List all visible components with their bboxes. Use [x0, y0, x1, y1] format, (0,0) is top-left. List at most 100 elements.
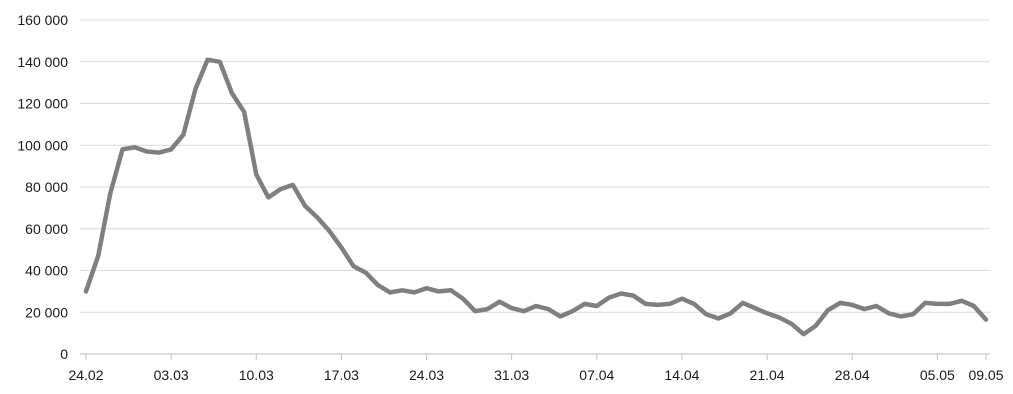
data-point: [900, 316, 901, 317]
data-point: [183, 134, 184, 135]
data-point: [803, 334, 804, 335]
y-tick-label: 60 000: [25, 221, 68, 237]
data-point: [171, 149, 172, 150]
data-point: [706, 314, 707, 315]
x-tick-label: 24.03: [409, 367, 444, 383]
data-point: [159, 152, 160, 153]
data-point: [888, 313, 889, 314]
data-point: [657, 304, 658, 305]
data-point: [767, 313, 768, 314]
data-point: [304, 205, 305, 206]
data-point: [913, 314, 914, 315]
data-point: [219, 61, 220, 62]
data-point: [864, 309, 865, 310]
data-point: [511, 308, 512, 309]
data-point: [86, 291, 87, 292]
data-point: [402, 290, 403, 291]
x-tick-label: 17.03: [324, 367, 359, 383]
data-point: [669, 303, 670, 304]
data-point: [122, 149, 123, 150]
data-point: [268, 197, 269, 198]
data-point: [475, 311, 476, 312]
x-tick-label: 10.03: [239, 367, 274, 383]
data-point: [572, 311, 573, 312]
data-point: [536, 306, 537, 307]
gridlines: [80, 19, 990, 313]
data-point: [98, 255, 99, 256]
data-point: [110, 193, 111, 194]
data-point: [925, 302, 926, 303]
x-tick-label: 07.04: [579, 367, 614, 383]
data-point: [852, 304, 853, 305]
data-point: [463, 298, 464, 299]
data-point: [134, 147, 135, 148]
data-point: [949, 303, 950, 304]
data-point: [280, 189, 281, 190]
y-tick-label: 160 000: [17, 12, 68, 28]
x-tick-label: 28.04: [835, 367, 870, 383]
data-point: [937, 303, 938, 304]
data-point: [487, 309, 488, 310]
data-point: [973, 306, 974, 307]
data-point: [499, 301, 500, 302]
series-line: [83, 57, 989, 337]
x-tick-label: 21.04: [750, 367, 785, 383]
y-tick-label: 120 000: [17, 96, 68, 112]
y-axis-tick-labels: 0 20 000 40 000 60 000 80 000 100 000 120 000 1…: [17, 12, 68, 362]
data-point: [146, 151, 147, 152]
data-point: [231, 93, 232, 94]
x-tick-label: 24.02: [68, 367, 103, 383]
data-point: [195, 88, 196, 89]
y-tick-label: 40 000: [25, 263, 68, 279]
data-point: [341, 247, 342, 248]
data-point: [840, 302, 841, 303]
data-point: [377, 285, 378, 286]
data-point: [718, 318, 719, 319]
data-point: [450, 290, 451, 291]
series-layer: [83, 57, 989, 337]
data-point: [815, 325, 816, 326]
data-point: [244, 111, 245, 112]
data-point: [779, 317, 780, 318]
x-tick-label: 05.05: [920, 367, 955, 383]
data-point: [292, 184, 293, 185]
y-tick-label: 140 000: [17, 54, 68, 70]
data-point: [426, 288, 427, 289]
data-point: [694, 303, 695, 304]
x-axis: [80, 353, 990, 360]
data-point: [207, 59, 208, 60]
y-tick-label: 0: [60, 346, 68, 362]
data-point: [548, 309, 549, 310]
data-point: [621, 293, 622, 294]
data-point: [754, 308, 755, 309]
y-tick-label: 80 000: [25, 179, 68, 195]
data-point: [609, 297, 610, 298]
data-point: [584, 303, 585, 304]
x-tick-label: 31.03: [494, 367, 529, 383]
y-tick-label: 100 000: [17, 137, 68, 153]
x-tick-label: 09.05: [968, 367, 1003, 383]
data-point: [560, 316, 561, 317]
data-point: [986, 319, 987, 320]
data-point: [681, 298, 682, 299]
x-axis-tick-labels: 24.02 03.03 10.03 17.03 24.03 31.03 07.04 14.04…: [68, 367, 1003, 383]
data-point: [329, 230, 330, 231]
data-point: [317, 217, 318, 218]
data-point: [961, 300, 962, 301]
data-point: [365, 272, 366, 273]
x-tick-label: 03.03: [154, 367, 189, 383]
data-point: [645, 303, 646, 304]
data-point: [791, 323, 792, 324]
data-point: [438, 291, 439, 292]
data-point: [876, 306, 877, 307]
data-point: [414, 292, 415, 293]
data-point: [353, 266, 354, 267]
data-point: [827, 310, 828, 311]
x-tick-label: 14.04: [664, 367, 699, 383]
data-point: [256, 174, 257, 175]
data-point: [523, 311, 524, 312]
data-point: [596, 306, 597, 307]
data-point: [633, 295, 634, 296]
data-point: [390, 292, 391, 293]
